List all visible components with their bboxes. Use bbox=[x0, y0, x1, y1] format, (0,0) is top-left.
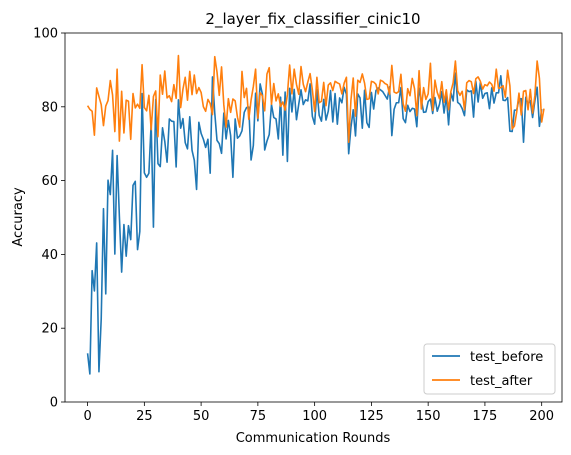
y-axis-label: Accuracy bbox=[11, 187, 26, 247]
y-axis: 0 20 40 60 80 100 bbox=[33, 27, 65, 411]
y-tick-label: 0 bbox=[50, 396, 58, 411]
series-line-test-after bbox=[86, 54, 545, 144]
x-tick-label: 75 bbox=[250, 409, 267, 424]
x-tick-label: 125 bbox=[359, 409, 384, 424]
x-axis: 0 25 50 75 100 125 150 175 200 bbox=[83, 402, 554, 424]
x-tick-label: 175 bbox=[473, 409, 498, 424]
x-tick-label: 0 bbox=[83, 409, 91, 424]
legend: test_before test_after bbox=[423, 343, 556, 395]
y-tick-label: 80 bbox=[41, 100, 58, 115]
x-tick-label: 25 bbox=[136, 409, 153, 424]
legend-label-test-after: test_after bbox=[470, 374, 533, 389]
legend-label-test-before: test_before bbox=[470, 350, 543, 365]
y-tick-label: 40 bbox=[41, 248, 58, 263]
x-tick-label: 150 bbox=[416, 409, 441, 424]
plot-frame bbox=[64, 32, 563, 403]
chart-title: 2_layer_fix_classifier_cinic10 bbox=[205, 10, 420, 29]
x-tick-label: 100 bbox=[302, 409, 327, 424]
series-lines bbox=[86, 54, 545, 375]
x-axis-label: Communication Rounds bbox=[236, 431, 391, 446]
y-tick-label: 20 bbox=[41, 322, 58, 337]
x-tick-label: 50 bbox=[193, 409, 210, 424]
x-tick-label: 200 bbox=[529, 409, 554, 424]
y-tick-label: 60 bbox=[41, 174, 58, 189]
y-tick-label: 100 bbox=[33, 27, 58, 42]
